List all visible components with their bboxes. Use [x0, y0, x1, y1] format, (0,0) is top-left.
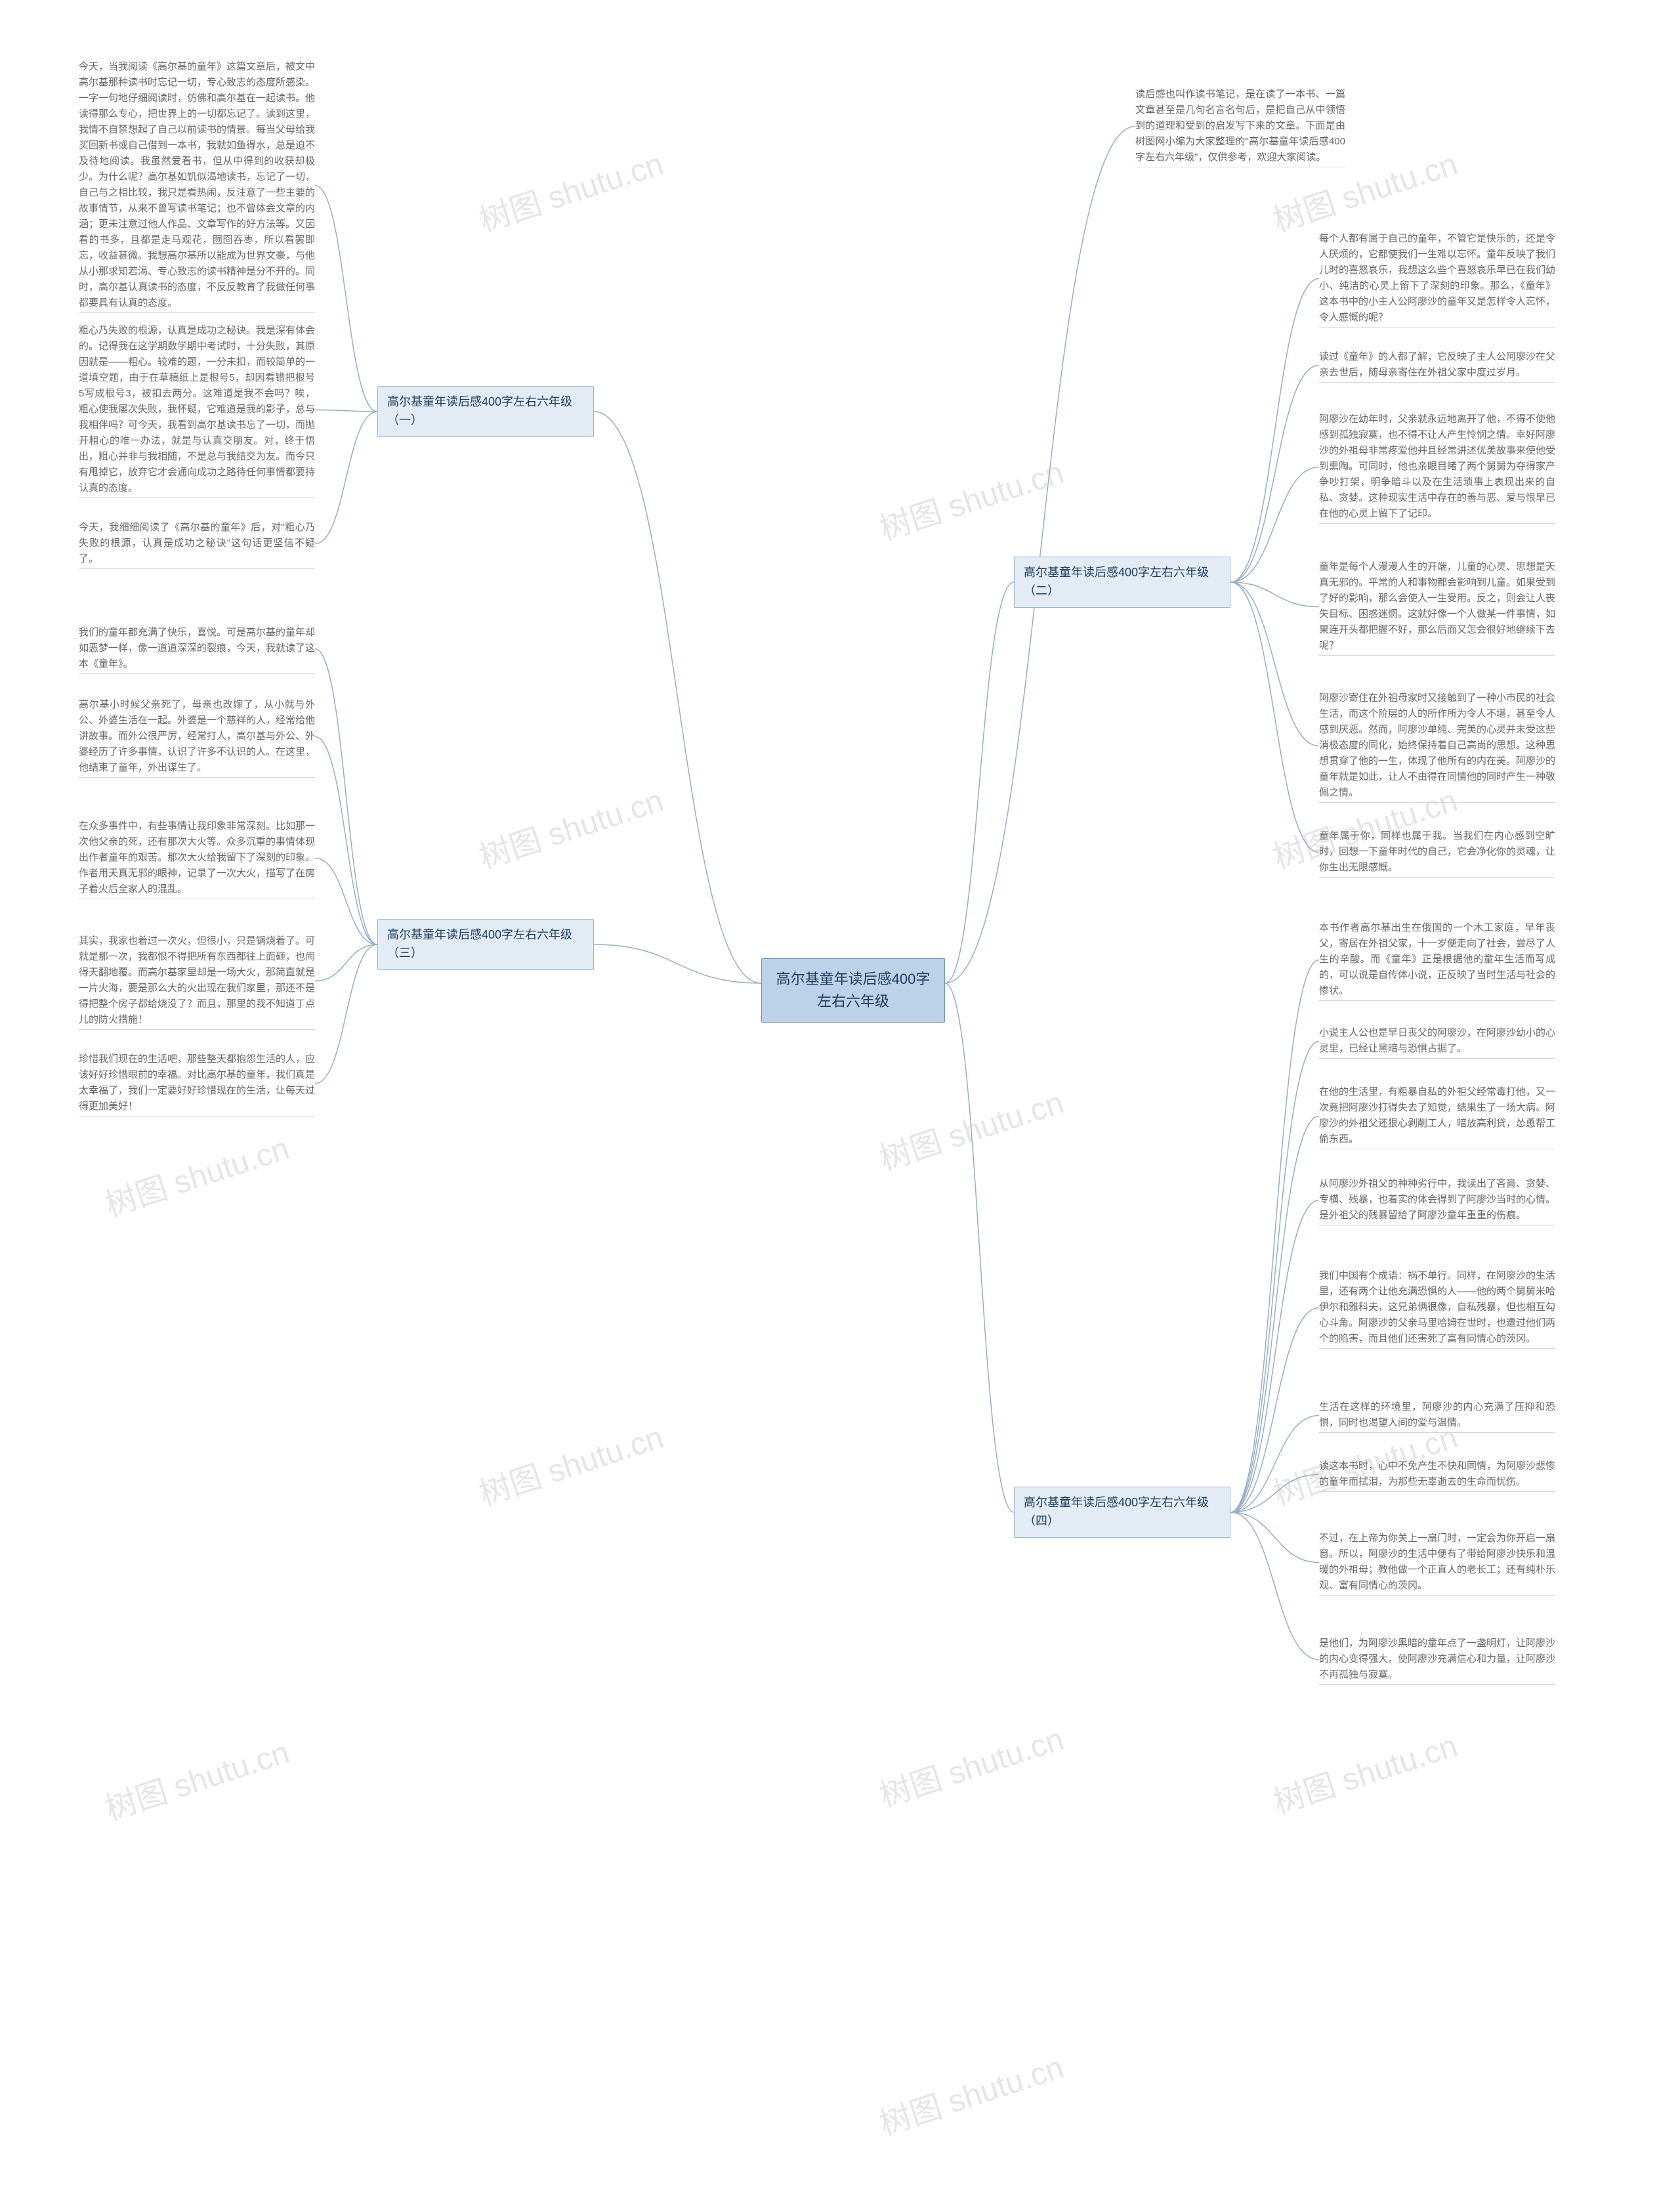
watermark: 树图 shutu.cn — [98, 1122, 294, 1225]
watermark: 树图 shutu.cn — [472, 774, 668, 877]
leaf-text: 高尔基小时候父亲死了，母亲也改嫁了，从小就与外公、外婆生活在一起。外婆是一个慈祥… — [79, 696, 315, 778]
root-node[interactable]: 高尔基童年读后感400字左右六年级 — [761, 958, 945, 1023]
leaf-text: 在众多事件中，有些事情让我印象非常深刻。比如那一次他父亲的死，还有那次大火等。众… — [79, 817, 315, 899]
leaf-text: 每个人都有属于自己的童年，不管它是快乐的，还是令人厌烦的，它都使我们一生难以忘怀… — [1319, 230, 1555, 328]
watermark: 树图 shutu.cn — [873, 446, 1068, 549]
branch-label: 高尔基童年读后感400字左右六年级（二） — [1024, 566, 1209, 597]
leaf-text: 其实，我家也着过一次火，但很小，只是锅烧着了。可就是那一次，我都恨不得把所有东西… — [79, 932, 315, 1030]
leaf-text: 生活在这样的环境里，阿廖沙的内心充满了压抑和恐惧，同时也渴望人间的爱与温情。 — [1319, 1398, 1555, 1433]
leaf-text: 本书作者高尔基出生在俄国的一个木工家庭，早年丧父，寄居在外祖父家，十一岁便走向了… — [1319, 919, 1555, 1001]
watermark: 树图 shutu.cn — [873, 1076, 1068, 1179]
watermark: 树图 shutu.cn — [98, 1726, 294, 1829]
leaf-text: 今天，我细细阅读了《高尔基的童年》后，对"粗心乃失败的根源，认真是成功之秘诀"这… — [79, 519, 315, 569]
intro-text: 读后感也叫作读书笔记，是在读了一本书、一篇文章甚至是几句名言名句后，是把自己从中… — [1135, 85, 1345, 167]
branch-label: 高尔基童年读后感400字左右六年级（一） — [387, 395, 572, 427]
leaf-text: 读过《童年》的人都了解，它反映了主人公阿廖沙在父亲去世后，随母亲寄住在外祖父家中… — [1319, 348, 1555, 383]
leaf-text: 我们中国有个成语：祸不单行。同样，在阿廖沙的生活里，还有两个让他充满恐惧的人——… — [1319, 1267, 1555, 1349]
leaf-text: 在他的生活里，有粗暴自私的外祖父经常毒打他，又一次竟把阿廖沙打得失去了知觉，结果… — [1319, 1083, 1555, 1149]
root-label: 高尔基童年读后感400字左右六年级 — [776, 971, 931, 1009]
leaf-text: 童年属于你，同样也属于我。当我们在内心感到空旷时，回想一下童年时代的自己，它会净… — [1319, 827, 1555, 878]
leaf-text: 粗心乃失败的根源，认真是成功之秘诀。我是深有体会的。记得我在这学期数学期中考试时… — [79, 322, 315, 498]
leaf-text: 珍惜我们现在的生活吧，那些整天都抱怨生活的人，应该好好珍惜眼前的幸福。对比高尔基… — [79, 1050, 315, 1116]
branch-node[interactable]: 高尔基童年读后感400字左右六年级（三） — [377, 919, 594, 970]
leaf-text: 阿廖沙在幼年时，父亲就永远地离开了他，不得不使他感到孤独寂寞，也不得不让人产生怜… — [1319, 410, 1555, 524]
leaf-text: 小说主人公也是早日丧父的阿廖沙，在阿廖沙幼小的心灵里，已经让黑暗与恐惧占据了。 — [1319, 1024, 1555, 1059]
leaf-text: 是他们，为阿廖沙黑暗的童年点了一盏明灯，让阿廖沙的内心变得强大，使阿廖沙充满信心… — [1319, 1634, 1555, 1685]
leaf-text: 读这本书时，心中不免产生不快和同情，为阿廖沙悲惨的童年而拭泪，为那些无辜逝去的生… — [1319, 1457, 1555, 1492]
branch-node[interactable]: 高尔基童年读后感400字左右六年级（二） — [1014, 557, 1230, 608]
watermark: 树图 shutu.cn — [873, 1713, 1068, 1815]
branch-node[interactable]: 高尔基童年读后感400字左右六年级（四） — [1014, 1487, 1230, 1538]
watermark: 树图 shutu.cn — [873, 2041, 1068, 2144]
branch-label: 高尔基童年读后感400字左右六年级（三） — [387, 928, 572, 960]
branch-node[interactable]: 高尔基童年读后感400字左右六年级（一） — [377, 386, 594, 437]
branch-label: 高尔基童年读后感400字左右六年级（四） — [1024, 1496, 1209, 1527]
leaf-text: 我们的童年都充满了快乐，喜悦。可是高尔基的童年却如恶梦一样，像一道道深深的裂痕，… — [79, 624, 315, 674]
leaf-text: 阿廖沙寄住在外祖母家时又接触到了一种小市民的社会生活，而这个阶层的人的所作所为令… — [1319, 689, 1555, 803]
leaf-text: 童年是每个人漫漫人生的开端，儿童的心灵、思想是天真无邪的。平常的人和事物都会影响… — [1319, 558, 1555, 656]
mindmap-canvas: 树图 shutu.cn 树图 shutu.cn 树图 shutu.cn 树图 shut… — [0, 0, 1680, 2185]
leaf-text: 从阿廖沙外祖父的种种劣行中，我读出了吝啬、贪婪、专横、残暴，也着实的体会得到了阿… — [1319, 1175, 1555, 1225]
watermark: 树图 shutu.cn — [472, 138, 668, 240]
leaf-text: 今天，当我阅读《高尔基的童年》这篇文章后，被文中高尔基那种读书时忘记一切，专心致… — [79, 58, 315, 313]
watermark: 树图 shutu.cn — [1267, 1720, 1462, 1822]
watermark: 树图 shutu.cn — [472, 1411, 668, 1514]
leaf-text: 不过，在上帝为你关上一扇门时，一定会为你开启一扇窗。所以，阿廖沙的生活中便有了带… — [1319, 1529, 1555, 1596]
